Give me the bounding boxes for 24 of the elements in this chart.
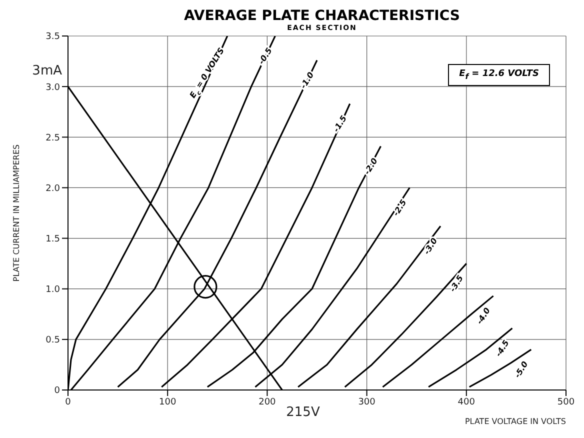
line-series [428,328,514,388]
x-tick-label: 500 [557,397,575,408]
y-tick-label: 1.0 [46,285,60,296]
x-tick-label: 200 [258,397,276,408]
line-series [344,262,468,388]
y-tick-label: 2.5 [46,133,60,144]
line-series [297,225,442,388]
chart-title: AVERAGE PLATE CHARACTERISTICS [182,8,462,24]
y-tick-label: 0.5 [46,336,60,346]
y-tick-label: 0 [54,386,60,396]
y-tick-label: 2.0 [46,184,60,194]
x-tick-label: 100 [159,397,176,408]
line-series [382,295,494,388]
y-axis-title: PLATE CURRENT IN MILLIAMPERES [12,144,21,282]
x-tick-label: 400 [458,397,476,408]
y-tick-label: 3.0 [46,82,60,93]
x-tick-label: 0 [65,397,72,408]
x-tick-label: 300 [358,397,376,408]
annotation: 3mA [32,64,62,79]
y-tick-label: 1.5 [46,234,60,244]
y-tick-label: 3.5 [46,32,60,42]
x-axis-title: PLATE VOLTAGE IN VOLTS [464,417,566,426]
annotation: E$_{f}$ = 12.6 VOLTS [448,64,550,86]
annotation: 215V [286,405,320,420]
